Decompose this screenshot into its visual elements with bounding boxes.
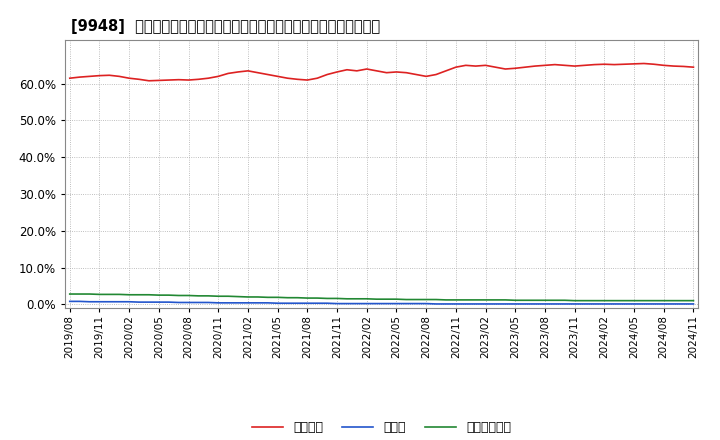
のれん — [412, 301, 420, 306]
のれん — [145, 300, 153, 305]
繰延税金資産 — [323, 296, 331, 301]
繰延税金資産 — [372, 297, 381, 302]
のれん — [472, 301, 480, 307]
繰延税金資産 — [145, 292, 153, 297]
自己資本 — [422, 74, 431, 79]
繰延税金資産 — [689, 298, 698, 303]
繰延税金資産 — [570, 298, 579, 303]
自己資本 — [333, 70, 341, 75]
自己資本 — [481, 62, 490, 68]
繰延税金資産 — [412, 297, 420, 302]
自己資本 — [382, 70, 391, 75]
のれん — [481, 301, 490, 307]
自己資本 — [145, 78, 153, 84]
繰延税金資産 — [462, 297, 470, 303]
自己資本 — [639, 61, 648, 66]
Line: のれん: のれん — [70, 301, 693, 304]
のれん — [323, 301, 331, 306]
のれん — [372, 301, 381, 306]
繰延税金資産 — [66, 291, 74, 297]
のれん — [432, 301, 441, 307]
のれん — [689, 301, 698, 307]
繰延税金資産 — [472, 297, 480, 303]
のれん — [66, 299, 74, 304]
Text: [9948]  自己資本、のれん、繰延税金資産の総資産に対する比率の推移: [9948] 自己資本、のれん、繰延税金資産の総資産に対する比率の推移 — [71, 19, 380, 34]
自己資本 — [66, 76, 74, 81]
自己資本 — [155, 78, 163, 83]
Line: 自己資本: 自己資本 — [70, 63, 693, 81]
自己資本 — [472, 63, 480, 69]
自己資本 — [689, 65, 698, 70]
Legend: 自己資本, のれん, 繰延税金資産: 自己資本, のれん, 繰延税金資産 — [247, 416, 516, 439]
Line: 繰延税金資産: 繰延税金資産 — [70, 294, 693, 301]
